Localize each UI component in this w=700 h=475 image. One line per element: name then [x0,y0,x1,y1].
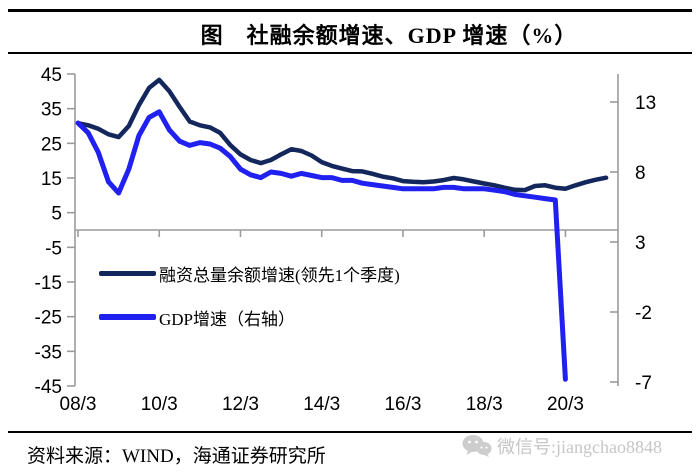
series-gdp-line [75,109,568,382]
svg-text:13: 13 [635,93,656,114]
svg-text:20/3: 20/3 [547,394,584,415]
svg-text:-2: -2 [635,303,652,324]
svg-text:8: 8 [635,163,646,184]
legend-item-financing: 融资总量余额增速(领先1个季度) [99,260,400,286]
svg-text:5: 5 [51,204,62,225]
watermark-text: 微信号:jiangchao8848 [497,437,662,457]
navy-line-swatch [99,270,156,276]
series-financing-line [75,77,609,193]
data-source-note: 资料来源：WIND，海通证券研究所 [27,446,326,467]
svg-text:14/3: 14/3 [303,394,340,415]
legend-label: GDP增速（右轴） [159,309,296,329]
svg-text:-25: -25 [35,308,62,329]
page-title: 图 社融余额增速、GDP 增速（%） [200,23,578,48]
svg-text:12/3: 12/3 [222,394,259,415]
svg-text:45: 45 [41,65,62,86]
svg-text:15: 15 [41,169,62,190]
svg-text:-5: -5 [45,238,62,259]
svg-text:3: 3 [635,233,646,254]
svg-text:-7: -7 [635,373,652,394]
svg-text:-35: -35 [35,342,62,363]
svg-text:18/3: 18/3 [466,394,503,415]
footer-rule [8,431,692,433]
svg-text:08/3: 08/3 [60,394,97,415]
svg-text:16/3: 16/3 [384,394,421,415]
blue-line-swatch [99,314,156,320]
top-rule [8,9,692,12]
title-underline-rule [8,52,692,54]
svg-text:-45: -45 [35,377,62,398]
svg-text:25: 25 [41,134,62,155]
svg-text:35: 35 [41,100,62,121]
legend-label: 融资总量余额增速(领先1个季度) [159,265,400,285]
legend-item-gdp: GDP增速（右轴） [99,304,400,330]
wechat-watermark: 微信号:jiangchao8848 [462,433,662,459]
svg-text:-15: -15 [35,273,62,294]
svg-text:10/3: 10/3 [141,394,178,415]
wechat-icon [462,435,492,457]
chart-legend: 融资总量余额增速(领先1个季度) GDP增速（右轴） [99,260,400,348]
